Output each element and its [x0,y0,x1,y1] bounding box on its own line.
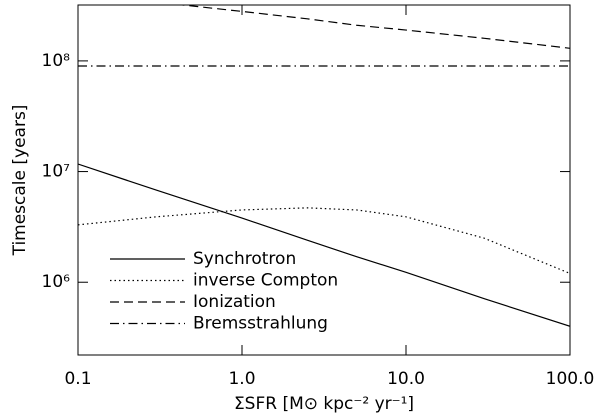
series-line [78,163,570,327]
legend-label: Ionization [193,292,276,312]
legend-label: inverse Compton [193,271,338,291]
legend-label: Synchrotron [193,249,296,269]
x-tick-label: 10.0 [387,369,425,389]
y-tick-label: 10⁸ [42,51,71,71]
plot-lines [78,5,570,327]
x-axis-label: ΣSFR [M⊙ kpc⁻² yr⁻¹] [234,394,414,414]
series-line [78,207,570,275]
y-axis-label: Timescale [years] [10,105,30,257]
y-tick-label: 10⁷ [42,162,71,182]
x-tick-label: 100.0 [546,369,595,389]
legend-label: Bremsstrahlung [193,314,328,334]
x-tick-label: 0.1 [64,369,91,389]
x-tick-label: 1.0 [228,369,255,389]
y-tick-label: 10⁶ [42,272,71,292]
plot-frame [77,4,571,356]
series-line [177,5,570,49]
